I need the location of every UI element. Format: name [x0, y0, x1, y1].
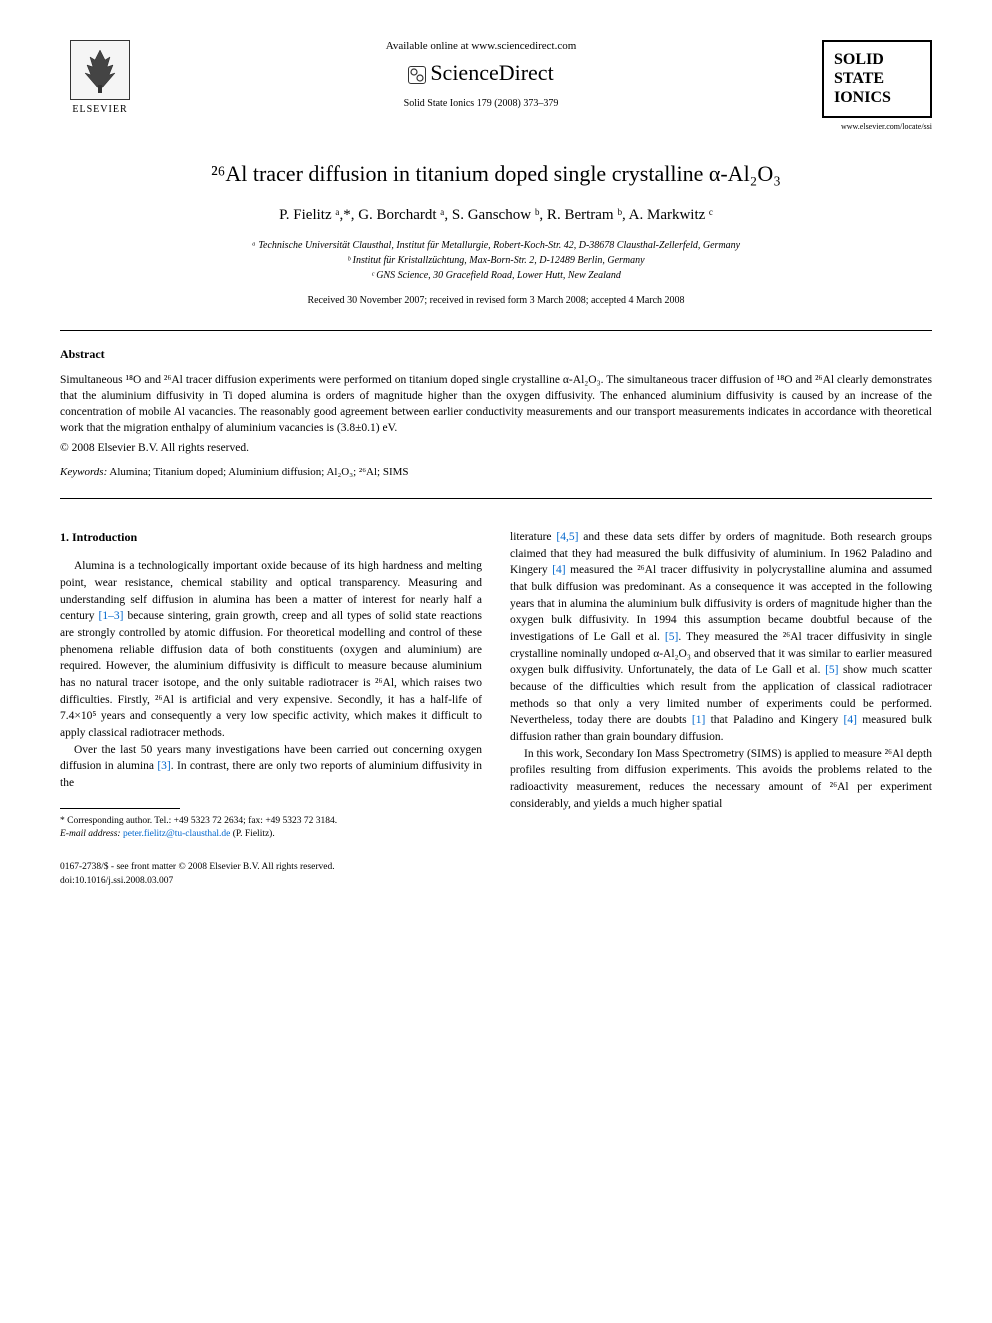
- footnote-email-author: (P. Fielitz).: [230, 829, 274, 839]
- section-1-heading: 1. Introduction: [60, 529, 482, 546]
- ref-3[interactable]: [3]: [157, 760, 170, 772]
- affiliation-b: ᵇ Institut für Kristallzüchtung, Max-Bor…: [60, 253, 932, 268]
- journal-reference: Solid State Ionics 179 (2008) 373–379: [140, 98, 822, 109]
- sciencedirect-text: ScienceDirect: [430, 60, 553, 85]
- rule-below-keywords: [60, 498, 932, 499]
- footnote-email[interactable]: peter.fielitz@tu-clausthal.de: [121, 829, 231, 839]
- sciencedirect-icon: [408, 66, 426, 84]
- left-column: 1. Introduction Alumina is a technologic…: [60, 529, 482, 841]
- journal-name-line1: SOLID: [834, 50, 920, 69]
- ref-5b[interactable]: [5]: [825, 664, 838, 676]
- authors: P. Fielitz ᵃ,*, G. Borchardt ᵃ, S. Gansc…: [60, 207, 932, 224]
- journal-url: www.elsevier.com/locate/ssi: [822, 122, 932, 131]
- copyright-text: © 2008 Elsevier B.V. All rights reserved…: [60, 442, 932, 454]
- elsevier-label: ELSEVIER: [60, 104, 140, 115]
- keywords-line: Keywords: Alumina; Titanium doped; Alumi…: [60, 466, 932, 478]
- ref-1[interactable]: [1]: [692, 714, 705, 726]
- ref-4a[interactable]: [4]: [552, 564, 565, 576]
- body-columns: 1. Introduction Alumina is a technologic…: [60, 529, 932, 841]
- right-column: literature [4,5] and these data sets dif…: [510, 529, 932, 841]
- sciencedirect-logo: ScienceDirect: [140, 60, 822, 86]
- ref-1-3[interactable]: [1–3]: [99, 610, 124, 622]
- keywords-label: Keywords:: [60, 466, 107, 478]
- ref-4b[interactable]: [4]: [844, 714, 857, 726]
- journal-name-box: SOLID STATE IONICS: [822, 40, 932, 118]
- elsevier-tree-icon: [70, 40, 130, 100]
- footnote-email-line: E-mail address: peter.fielitz@tu-clausth…: [60, 828, 482, 841]
- intro-paragraph-1: Alumina is a technologically important o…: [60, 558, 482, 741]
- affiliation-c: ᶜ GNS Science, 30 Gracefield Road, Lower…: [60, 268, 932, 283]
- article-dates: Received 30 November 2007; received in r…: [60, 295, 932, 306]
- intro-paragraph-2-cont: literature [4,5] and these data sets dif…: [510, 529, 932, 746]
- intro-paragraph-3: In this work, Secondary Ion Mass Spectro…: [510, 746, 932, 813]
- center-header: Available online at www.sciencedirect.co…: [140, 40, 822, 109]
- affiliations: ᵃ Technische Universität Clausthal, Inst…: [60, 238, 932, 283]
- rule-above-abstract: [60, 330, 932, 331]
- abstract-heading: Abstract: [60, 347, 932, 362]
- ref-5a[interactable]: [5]: [665, 631, 678, 643]
- intro-paragraph-2: Over the last 50 years many investigatio…: [60, 742, 482, 792]
- ref-4-5[interactable]: [4,5]: [556, 531, 578, 543]
- footnote-contact: * Corresponding author. Tel.: +49 5323 7…: [60, 815, 482, 828]
- elsevier-logo: ELSEVIER: [60, 40, 140, 115]
- abstract-text: Simultaneous ¹⁸O and ²⁶Al tracer diffusi…: [60, 372, 932, 436]
- bottom-publication-info: 0167-2738/$ - see front matter © 2008 El…: [60, 861, 932, 888]
- keywords-text: Alumina; Titanium doped; Aluminium diffu…: [107, 466, 408, 478]
- article-title: ²⁶Al tracer diffusion in titanium doped …: [60, 161, 932, 187]
- affiliation-a: ᵃ Technische Universität Clausthal, Inst…: [60, 238, 932, 253]
- journal-name-line3: IONICS: [834, 88, 920, 107]
- footnote-rule: [60, 808, 180, 809]
- journal-logo-block: SOLID STATE IONICS www.elsevier.com/loca…: [822, 40, 932, 131]
- footnote-email-label: E-mail address:: [60, 829, 121, 839]
- corresponding-author-footnote: * Corresponding author. Tel.: +49 5323 7…: [60, 815, 482, 842]
- journal-name-line2: STATE: [834, 69, 920, 88]
- available-online-text: Available online at www.sciencedirect.co…: [140, 40, 822, 52]
- issn-line: 0167-2738/$ - see front matter © 2008 El…: [60, 861, 932, 874]
- page-header: ELSEVIER Available online at www.science…: [60, 40, 932, 131]
- doi-line: doi:10.1016/j.ssi.2008.03.007: [60, 875, 932, 888]
